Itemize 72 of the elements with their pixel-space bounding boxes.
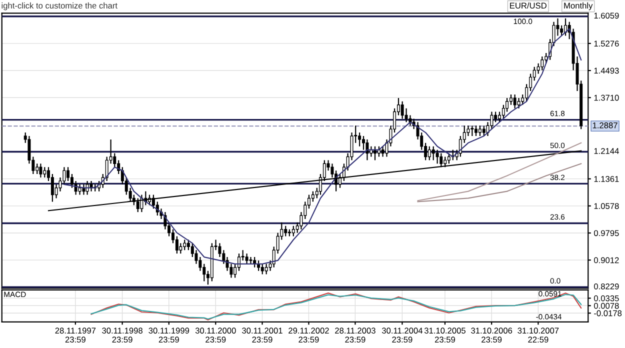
x-tick-label: 30.11.2004 23:59 <box>382 328 423 343</box>
candlestick <box>264 263 268 275</box>
candlestick <box>432 146 435 161</box>
text: ight-click to customize the chart <box>2 2 118 10</box>
candlestick <box>36 163 39 175</box>
y-tick-label: 0.9012 <box>594 257 619 264</box>
y-tick-label: 0.0335 <box>594 295 619 302</box>
candlestick <box>458 135 462 158</box>
candlestick <box>494 111 498 123</box>
y-tick-label: 0.0078 <box>594 302 619 309</box>
line-series <box>417 163 582 202</box>
candlestick <box>470 125 474 137</box>
candlestick <box>358 132 362 147</box>
x-tick-label: 28.11.2003 23:59 <box>335 328 376 343</box>
candlestick <box>436 149 439 164</box>
candlestick <box>311 190 314 202</box>
ref-line-label: 1.6059 <box>594 12 619 19</box>
candlestick <box>179 242 182 254</box>
chart-subtitle: Monthly <box>564 2 593 10</box>
y-tick-label: -0.0178 <box>594 310 622 316</box>
candlestick <box>260 263 264 275</box>
candlestick <box>381 146 384 158</box>
candlestick <box>510 94 512 106</box>
y-tick-label: 1.5276 <box>594 40 619 47</box>
candlestick <box>440 152 443 168</box>
candlestick <box>175 236 178 254</box>
candlestick <box>78 184 82 196</box>
line-series <box>417 142 582 202</box>
candlestick <box>218 242 222 258</box>
x-tick-label: 31.10.2005 23:59 <box>424 328 466 343</box>
candlestick <box>513 94 516 109</box>
y-tick-label: 1.0578 <box>594 203 619 210</box>
candlestick <box>478 125 482 137</box>
x-tick-label: 30.11.1998 23:59 <box>102 328 142 343</box>
x-tick-label: 31.10.2006 23:59 <box>471 328 512 343</box>
candlestick <box>540 56 544 71</box>
candlestick <box>66 166 70 182</box>
candlestick <box>70 173 74 188</box>
candlestick <box>474 125 478 137</box>
ref-line-label: 1.2144 <box>594 148 619 154</box>
candlestick <box>249 256 252 264</box>
x-tick-label: 30.11.1999 23:59 <box>148 328 190 343</box>
candlestick <box>428 146 431 161</box>
candlestick <box>238 253 241 272</box>
candlestick <box>245 253 248 264</box>
y-tick-label: 1.1361 <box>594 176 619 182</box>
candlestick <box>482 125 486 137</box>
candlestick <box>447 152 450 164</box>
candlestick <box>284 225 288 237</box>
candlestick <box>292 225 295 237</box>
x-tick-label: 31.10.2007 22:59 <box>518 328 559 343</box>
candlestick <box>404 108 408 123</box>
candlestick <box>400 100 404 120</box>
candlestick <box>444 156 447 168</box>
ref-line-label: 1.2887 <box>592 122 618 128</box>
candlestick <box>517 97 520 109</box>
y-tick-label: 0.9795 <box>594 230 619 236</box>
candlestick <box>50 173 54 202</box>
candlestick <box>498 111 502 123</box>
candlestick <box>183 239 186 251</box>
x-tick-label: 30.11.2001 23:59 <box>242 328 282 343</box>
y-tick-label: 1.3710 <box>594 94 619 101</box>
x-tick-label: 28.11.1997 23:59 <box>55 328 96 343</box>
ref-line-label: 0.8229 <box>594 283 619 290</box>
y-tick-label: 1.4493 <box>594 68 619 74</box>
candlestick <box>202 263 206 282</box>
x-tick-label: 30.11.2000 23:59 <box>195 328 236 343</box>
candlestick <box>186 239 190 251</box>
candlestick <box>39 163 42 178</box>
candlestick <box>43 166 46 178</box>
chart-title: EUR/USD <box>510 2 546 9</box>
x-tick-label: 29.11.2002 23:59 <box>288 328 329 343</box>
